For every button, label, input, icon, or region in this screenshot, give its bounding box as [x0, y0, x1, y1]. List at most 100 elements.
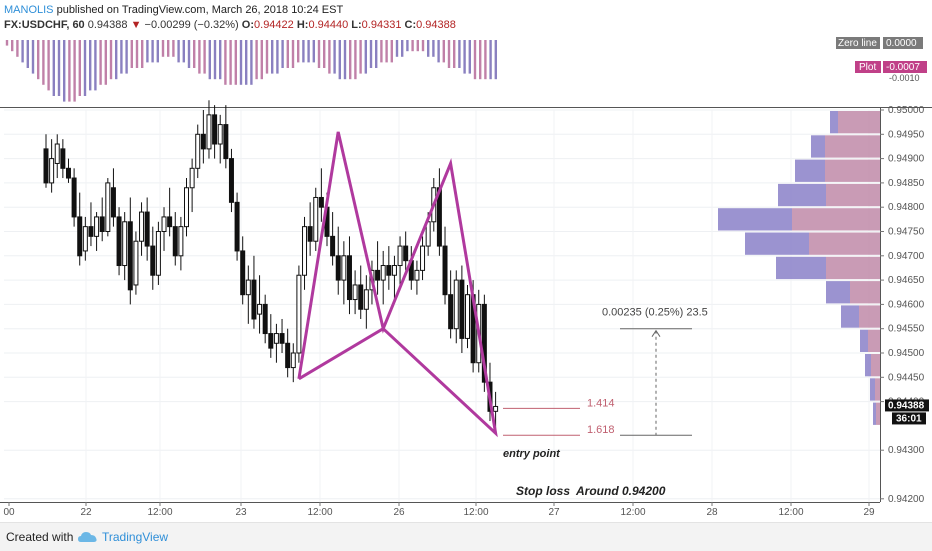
bar-countdown: 36:01	[896, 413, 922, 424]
zero-line-label: Zero line	[838, 38, 877, 49]
y-tick-label: 0.94800	[888, 202, 925, 213]
candle-down	[43, 148, 49, 184]
candle-down	[212, 114, 218, 145]
tradingview-cloud-icon	[78, 532, 97, 542]
candle-down	[65, 167, 71, 179]
candle-up	[133, 240, 139, 286]
y-tick-label: 0.94900	[888, 154, 925, 165]
candle-up	[313, 196, 319, 242]
price-grid	[4, 109, 880, 502]
volume-profile-bar-up	[865, 354, 871, 377]
high-value: 0.94440	[308, 19, 349, 31]
candle-down	[318, 196, 324, 208]
candle-down	[71, 177, 77, 218]
fib-1414-label: 1.414	[587, 397, 615, 409]
volume-profile-bar-down	[871, 354, 880, 377]
candle-up	[493, 405, 499, 412]
time-axis[interactable]: 00 22 12:00 23 12:00 26 12:00 27 12:00 28 12:00 29	[3, 502, 875, 518]
x-tick-label: 12:00	[147, 507, 172, 518]
last-price-box	[885, 399, 929, 412]
chart-header: MANOLIS published on TradingView.com, Ma…	[4, 3, 904, 33]
harmonic-pattern	[297, 131, 498, 438]
y-tick-label: 0.94500	[888, 348, 925, 359]
x-tick-label: 12:00	[620, 507, 645, 518]
x-tick-label: 23	[235, 507, 247, 518]
symbol-line: FX:USDCHF, 60 0.94388 ▼ −0.00299 (−0.32%…	[4, 18, 904, 33]
x-tick-label: 00	[3, 507, 15, 518]
candle-up	[155, 231, 161, 276]
volume-profile-bar-up	[873, 402, 876, 425]
candle-up	[82, 226, 88, 252]
pattern-lines[interactable]	[297, 131, 498, 438]
candle-down	[223, 124, 229, 160]
chart-canvas[interactable]: Zero line 0.0000 Plot -0.0007 -0.0010 1.…	[0, 0, 932, 522]
volume-profile-bar-down	[825, 159, 880, 182]
candle-down	[279, 333, 285, 344]
plot-value: -0.0007	[886, 62, 920, 73]
volume-profile-bar-down	[826, 183, 880, 207]
y-tick-label: 0.94450	[888, 372, 925, 383]
candle-up	[391, 265, 397, 276]
candle-up	[178, 226, 184, 257]
candle-down	[167, 216, 173, 228]
candle-up	[453, 279, 459, 330]
candle-up	[184, 187, 189, 228]
volume-profile-bar-down	[792, 208, 880, 231]
y-tick-label: 0.94550	[888, 324, 925, 335]
candle-up	[122, 221, 128, 267]
y-tick-label: 0.94700	[888, 251, 925, 262]
candle-down	[330, 235, 336, 257]
volume-profile-bar-up	[718, 208, 792, 231]
measure-arrow-icon	[651, 329, 661, 337]
candle-down	[88, 226, 94, 237]
volume-profile-bar-up	[860, 329, 868, 352]
volume-profile-bar-up	[811, 135, 825, 158]
candle-up	[290, 352, 296, 369]
candle-down	[200, 133, 206, 150]
candle-up	[49, 158, 55, 184]
candle-up	[139, 211, 145, 242]
tradingview-link[interactable]: TradingView	[102, 530, 169, 544]
x-tick-label: 28	[706, 507, 718, 518]
volume-profile-bar-up	[826, 281, 850, 304]
candlesticks	[43, 100, 499, 431]
candle-down	[403, 245, 409, 262]
candle-up	[189, 167, 195, 189]
x-tick-label: 26	[393, 507, 405, 518]
entry-point-label: entry point	[503, 448, 561, 460]
symbol-label[interactable]: FX:USDCHF, 60	[4, 19, 85, 31]
volume-profile-bar-up	[870, 378, 875, 401]
y-tick-label: 0.94850	[888, 178, 925, 189]
candle-down	[60, 148, 66, 169]
price-change: −0.00299 (−0.32%)	[144, 19, 239, 31]
price-axis[interactable]: 0.95000 0.94950 0.94900 0.94850 0.94800 0.947…	[880, 105, 925, 505]
last-price: 0.94388	[87, 19, 128, 31]
x-tick-label: 29	[863, 507, 875, 518]
y-tick-label: 0.95000	[888, 105, 925, 116]
low-label: L:	[351, 19, 362, 31]
y-tick-label: 0.94600	[888, 299, 925, 310]
oscillator-tick: -0.0010	[889, 73, 920, 83]
volume-profile-bar-up	[776, 256, 826, 280]
candle-up	[206, 114, 212, 150]
zero-line-tag	[836, 37, 880, 49]
created-with-text: Created with	[6, 530, 74, 544]
close-label: C:	[404, 19, 417, 31]
volume-profile-bar-down	[876, 402, 880, 425]
stop-loss-value: Around 0.94200	[575, 484, 666, 498]
candle-up	[54, 143, 60, 164]
down-arrow-icon: ▼	[130, 19, 142, 31]
zero-line-value: 0.0000	[886, 38, 917, 49]
publish-line: MANOLIS published on TradingView.com, Ma…	[4, 3, 904, 18]
candle-down	[127, 221, 133, 291]
close-value: 0.94388	[416, 19, 456, 31]
candle-up	[465, 294, 470, 339]
x-tick-label: 12:00	[307, 507, 332, 518]
x-tick-label: 12:00	[778, 507, 803, 518]
y-tick-label: 0.94750	[888, 227, 925, 238]
candle-up	[94, 216, 100, 237]
volume-profile-bar-down	[875, 378, 880, 401]
volume-profile-bar-down	[850, 281, 880, 304]
author-link[interactable]: MANOLIS	[4, 4, 54, 16]
candle-down	[268, 333, 274, 349]
